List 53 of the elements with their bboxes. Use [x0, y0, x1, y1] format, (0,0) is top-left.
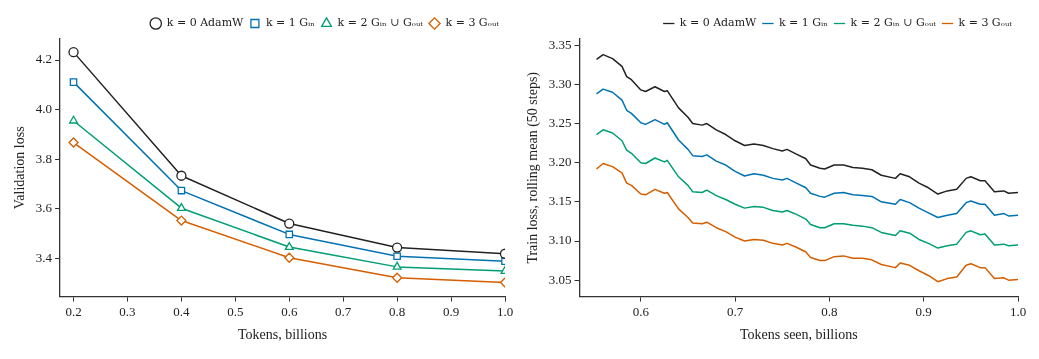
- legend-label: k = 2 Gᵢₙ ∪ Gₒᵤₜ: [337, 16, 424, 30]
- x-tick-label: 0.4: [173, 303, 191, 319]
- y-tick-label: 3.6: [35, 200, 53, 216]
- y-tick-label: 3.25: [548, 114, 572, 130]
- y-tick-label: 3.35: [548, 36, 572, 52]
- point: [284, 218, 295, 229]
- y-tick-label: 3.8: [35, 150, 53, 166]
- point: [284, 252, 295, 263]
- point: [68, 115, 79, 124]
- point: [285, 230, 294, 239]
- y-tick-label: 4.2: [35, 51, 53, 67]
- point: [176, 170, 187, 181]
- x-tick-label: 0.8: [389, 303, 406, 319]
- point: [392, 261, 402, 270]
- y-axis-title: Validation loss: [12, 126, 28, 210]
- y-tick-label: 3.10: [548, 232, 572, 248]
- point: [176, 203, 186, 212]
- x-tick-label: 0.2: [65, 303, 82, 319]
- x-tick-label: 0.5: [227, 303, 244, 319]
- y-tick-label: 3.30: [548, 75, 572, 91]
- point: [68, 46, 79, 58]
- x-tick-label: 0.9: [915, 303, 932, 319]
- x-axis-title: Tokens, billions: [237, 327, 328, 343]
- y-tick-label: 3.4: [35, 249, 53, 265]
- x-axis-title: Tokens seen, billions: [739, 327, 858, 343]
- x-tick-label: 0.8: [821, 303, 838, 319]
- point: [68, 137, 79, 148]
- legend-label: k = 3 Gₒᵤₜ: [958, 16, 1013, 30]
- x-tick-label: 0.7: [727, 303, 744, 319]
- point: [391, 242, 403, 253]
- x-tick-label: 0.3: [119, 303, 136, 319]
- legend-label: k = 1 Gᵢₙ: [778, 16, 829, 30]
- x-tick-label: 0.6: [632, 303, 650, 319]
- x-tick-label: 0.9: [442, 303, 460, 319]
- point: [284, 241, 294, 250]
- x-tick-label: 1.0: [496, 303, 514, 319]
- legend-label: k = 3 Gₒᵤₜ: [445, 16, 500, 30]
- legend-label: k = 0 AdamW: [679, 16, 758, 30]
- point: [393, 252, 401, 261]
- x-tick-label: 0.6: [281, 303, 298, 319]
- x-tick-label: 0.7: [335, 303, 352, 319]
- y-axis-title: Train loss, rolling mean (50 steps): [525, 71, 542, 264]
- legend-label: k = 2 Gᵢₙ ∪ Gₒᵤₜ: [850, 16, 937, 30]
- point: [69, 78, 78, 86]
- y-tick-label: 3.20: [548, 154, 572, 170]
- point: [176, 215, 187, 226]
- y-tick-label: 4.0: [35, 101, 53, 117]
- x-tick-label: 1.0: [1009, 303, 1027, 319]
- legend-label: k = 1 Gᵢₙ: [265, 16, 316, 30]
- y-tick-label: 3.15: [548, 193, 572, 209]
- y-tick-label: 3.05: [548, 271, 572, 287]
- legend-label: k = 0 AdamW: [166, 16, 245, 30]
- point: [391, 272, 403, 283]
